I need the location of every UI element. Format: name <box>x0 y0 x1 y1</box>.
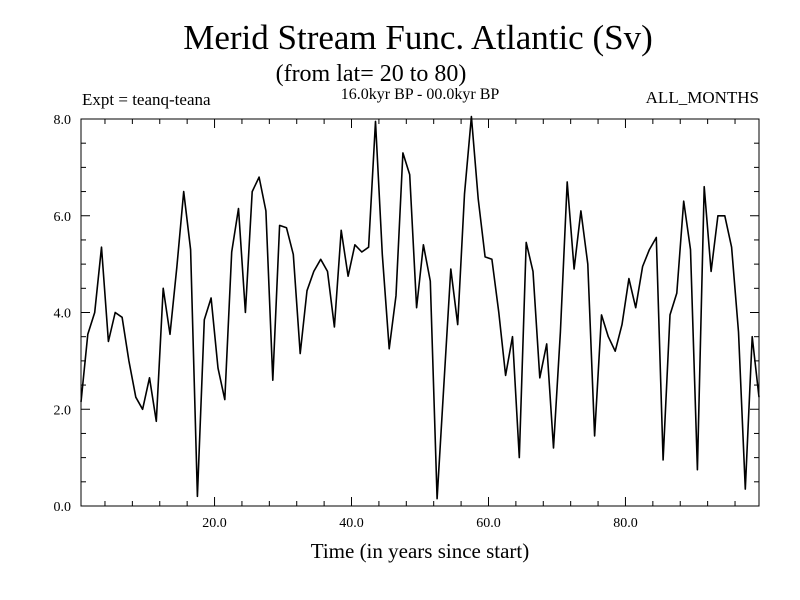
x-axis-label: Time (in years since start) <box>310 539 530 563</box>
months-label: ALL_MONTHS <box>645 88 759 107</box>
axis-ticks <box>81 118 759 507</box>
plot-frame <box>80 118 760 507</box>
x-tick-label: 40.0 <box>339 516 364 531</box>
chart-title: Merid Stream Func. Atlantic (Sv) <box>183 18 653 57</box>
series-line <box>80 115 760 500</box>
x-tick-label: 80.0 <box>613 516 638 531</box>
y-tick-label: 4.0 <box>54 307 72 322</box>
axis-tick-labels: 0.0 2.0 4.0 6.0 8.0 20.0 40.0 60.0 80.0 <box>54 113 638 531</box>
x-tick-label: 60.0 <box>476 516 501 531</box>
experiment-label: Expt = teanq-teana <box>82 90 211 109</box>
y-tick-label: 8.0 <box>54 113 72 128</box>
chart-subtitle: (from lat= 20 to 80) <box>275 61 467 87</box>
y-tick-label: 6.0 <box>54 210 72 225</box>
period-label: 16.0kyr BP - 00.0kyr BP <box>340 86 500 103</box>
y-tick-label: 2.0 <box>54 403 72 418</box>
x-tick-label: 20.0 <box>202 516 227 531</box>
y-tick-label: 0.0 <box>54 500 72 515</box>
